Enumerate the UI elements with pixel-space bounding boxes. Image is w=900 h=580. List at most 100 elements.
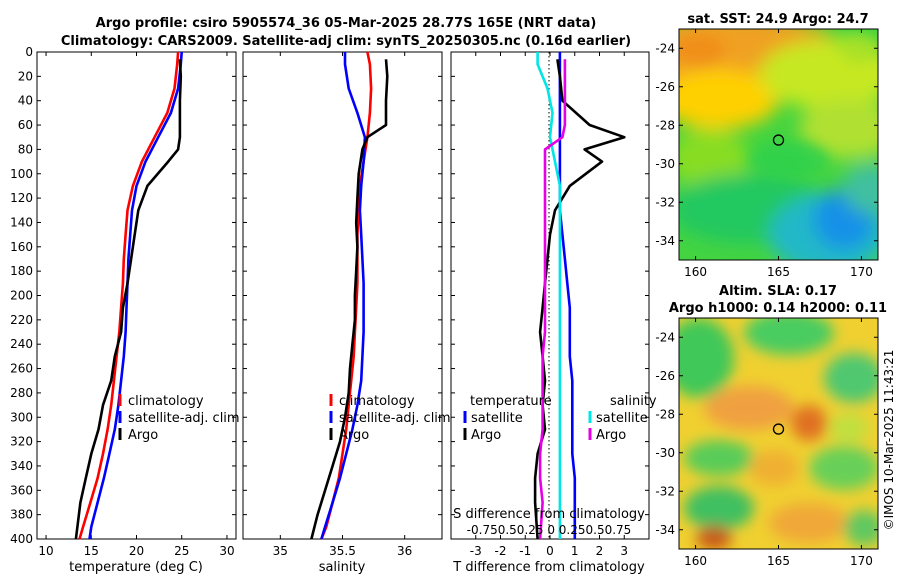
y-tick-label: 220 <box>10 313 33 327</box>
x-tick-label: 2 <box>596 544 604 558</box>
series-line-climatology <box>320 51 373 540</box>
salinity-x-ticks: 35 35.5 36 <box>273 52 412 558</box>
y-tick-label: 280 <box>10 386 33 400</box>
sst-map-title: sat. SST: 24.9 Argo: 24.7 <box>687 12 868 27</box>
temperature-axes-frame <box>36 51 237 540</box>
temperature-series <box>74 51 183 540</box>
temperature-legend: climatology satellite-adj. clim Argo <box>118 394 240 443</box>
x-tick-label: 10 <box>38 544 53 558</box>
y-tick-label: 360 <box>10 483 33 497</box>
difference-panel: -3 -2 -1 0 1 2 3 temperature salinity satellit… <box>450 51 657 575</box>
legend-argo-label: Argo <box>128 428 158 443</box>
legend-temperature-title: temperature <box>470 394 552 409</box>
map-y-tick-label: -30 <box>655 157 675 171</box>
salinity-panel: 35 35.5 36 climatology satellite-adj. clim… <box>242 51 451 575</box>
y-tick-label: 320 <box>10 435 33 449</box>
legend-t-satellite-label: satellite <box>471 411 523 426</box>
series-line-climatology <box>78 51 180 540</box>
y-tick-label: 340 <box>10 459 33 473</box>
map-y-tick-label: -26 <box>655 369 675 383</box>
y-tick-label: 380 <box>10 508 33 522</box>
s-difference-label: S difference from climatology <box>453 507 645 522</box>
sst-map-ticks: -24 -26 -28 -30 -32 -34 160 165 170 <box>655 29 878 279</box>
map-y-tick-label: -30 <box>655 446 675 460</box>
y-tick-label: 20 <box>18 69 33 83</box>
map-y-tick-label: -24 <box>655 330 675 344</box>
salinity-series <box>310 51 389 540</box>
map-y-tick-label: -32 <box>655 195 675 209</box>
y-tick-label: 180 <box>10 264 33 278</box>
imos-timestamp: ©IMOS 10-Mar-2025 11:43:21 <box>882 350 896 531</box>
salinity-legend: climatology satellite-adj. clim Argo <box>329 394 451 443</box>
temperature-x-ticks: 10 15 20 25 30 <box>38 52 235 558</box>
map-x-tick-label: 160 <box>684 554 707 568</box>
map-y-tick-label: -32 <box>655 484 675 498</box>
difference-x-ticks: -3 -2 -1 0 1 2 3 <box>470 52 628 558</box>
t-difference-x-label: T difference from climatology <box>452 560 645 575</box>
x-tick-label: 30 <box>219 544 234 558</box>
legend-t-argo-label: Argo <box>471 428 501 443</box>
map-y-tick-label: -34 <box>655 523 675 537</box>
series-line-satellite-s- <box>536 52 562 539</box>
legend-argo-label: Argo <box>339 428 369 443</box>
x-tick-label: 3 <box>620 544 628 558</box>
difference-y-ticks <box>451 51 649 540</box>
sla-map-subtitle: Argo h1000: 0.14 h2000: 0.11 <box>669 301 887 316</box>
legend-s-satellite-label: satellite <box>596 411 648 426</box>
x-tick-label: 0 <box>546 544 554 558</box>
y-tick-label: 200 <box>10 289 33 303</box>
x-tick-label: -2 <box>495 544 507 558</box>
s-difference-ticks: -0.750.50.25 0 0.250.50.75 <box>467 523 632 537</box>
x-tick-label: 25 <box>174 544 189 558</box>
sla-argo-location-marker <box>772 423 785 435</box>
map-y-tick-label: -26 <box>655 80 675 94</box>
map-y-tick-label: -24 <box>655 41 675 55</box>
map-y-tick-label: -28 <box>655 407 675 421</box>
legend-salinity-title: salinity <box>610 394 657 409</box>
series-line-satellite-t- <box>558 52 577 539</box>
map-x-tick-label: 170 <box>850 554 873 568</box>
sst-argo-location-marker <box>772 134 785 146</box>
map-y-tick-label: -28 <box>655 118 675 132</box>
legend-satellite-label: satellite-adj. clim <box>128 411 240 426</box>
y-tick-label: 80 <box>18 142 33 156</box>
sst-map-panel: sat. SST: 24.9 Argo: 24.7 <box>655 12 879 279</box>
x-tick-label: -1 <box>519 544 531 558</box>
y-tick-label: 240 <box>10 337 33 351</box>
x-tick-label: -3 <box>470 544 482 558</box>
y-tick-label: 300 <box>10 410 33 424</box>
y-tick-label: 260 <box>10 362 33 376</box>
map-x-tick-label: 165 <box>767 265 790 279</box>
figure-title-line2: Climatology: CARS2009. Satellite-adj cli… <box>61 34 631 49</box>
series-line-satellite-adj-clim <box>88 51 183 540</box>
x-tick-label: 36 <box>397 544 412 558</box>
series-line-argo-s- <box>538 59 567 540</box>
map-x-tick-label: 165 <box>767 554 790 568</box>
legend-satellite-label: satellite-adj. clim <box>339 411 451 426</box>
legend-climatology-label: climatology <box>128 394 204 409</box>
legend-s-argo-label: Argo <box>596 428 626 443</box>
temperature-x-label: temperature (deg C) <box>69 560 203 575</box>
map-x-tick-label: 170 <box>850 265 873 279</box>
x-tick-label: 20 <box>129 544 144 558</box>
figure-title-line1: Argo profile: csiro 5905574_36 05-Mar-20… <box>96 16 597 31</box>
sla-map-ticks: -24 -26 -28 -30 -32 -34 160 165 170 <box>655 318 878 568</box>
x-tick-label: 1 <box>571 544 579 558</box>
y-tick-label: 100 <box>10 167 33 181</box>
series-line-argo <box>74 59 183 540</box>
y-tick-label: 60 <box>18 118 33 132</box>
y-tick-label: 40 <box>18 94 33 108</box>
y-tick-label: 0 <box>25 45 33 59</box>
salinity-x-label: salinity <box>319 560 366 575</box>
temperature-y-ticks: 0 20 40 60 80 100 120 140 160 180 200 220 240 260 280 3… <box>10 45 236 546</box>
map-y-tick-label: -34 <box>655 234 675 248</box>
difference-legend: temperature salinity satellite Argo sate… <box>463 394 657 443</box>
y-tick-label: 140 <box>10 215 33 229</box>
series-line-argo <box>310 59 389 540</box>
difference-series <box>533 52 626 540</box>
y-tick-label: 120 <box>10 191 33 205</box>
x-tick-label: 35.5 <box>329 544 356 558</box>
temperature-panel: 0 20 40 60 80 100 120 140 160 180 200 220 240 260 280 3… <box>10 45 240 575</box>
sla-heatmap <box>679 318 878 549</box>
